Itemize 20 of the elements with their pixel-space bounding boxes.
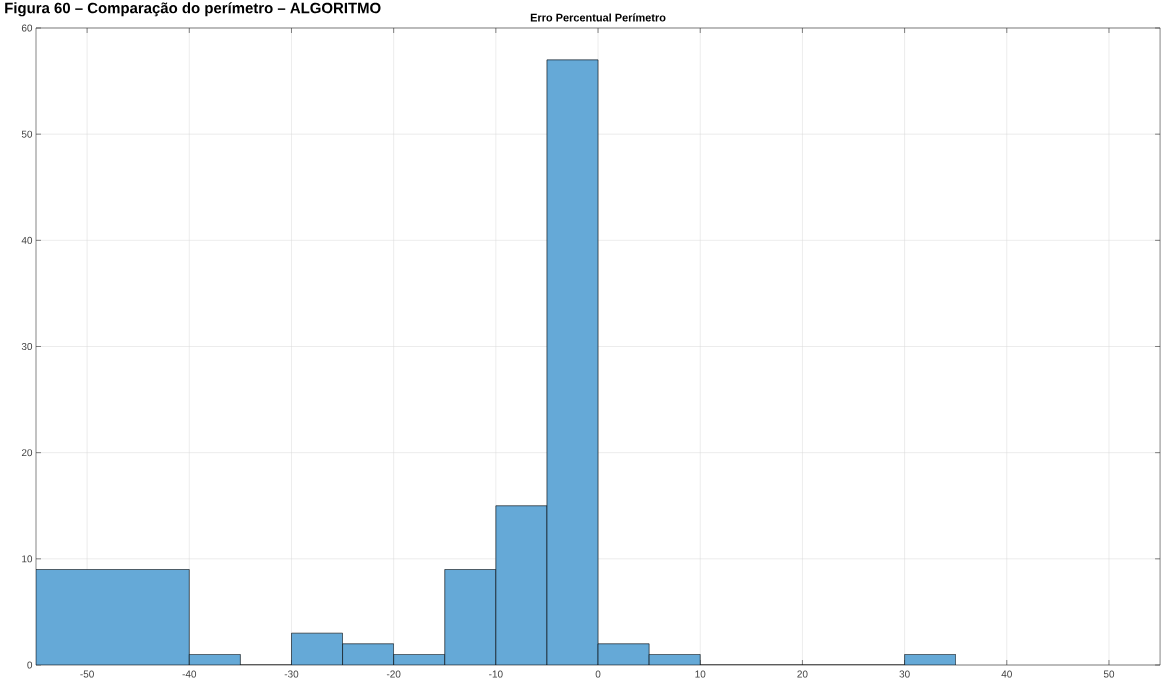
y-tick-label: 60 [21,24,33,32]
x-tick-label: -20 [386,670,401,678]
y-tick-label: 40 [21,236,33,244]
x-tick-label: -10 [489,670,503,678]
x-tick-label: 20 [797,670,808,678]
y-tick-label: 10 [22,555,33,563]
x-tick-label: -30 [284,670,299,678]
x-tick-label: 30 [899,670,910,678]
x-tick-label: 0 [595,670,601,678]
x-tick-label: 10 [695,670,706,678]
y-tick-label: 30 [21,342,33,351]
x-tick-label: 50 [1103,670,1115,678]
chart-title: Figura 60 – Comparação do perímetro – ALGORITMO [5,2,381,17]
y-tick-label: 20 [21,449,33,457]
x-tick-label: -40 [182,670,197,678]
chart-subtitle: Erro Percentual Perímetro [530,13,666,22]
x-tick-label: -50 [80,670,94,678]
y-tick-label: 0 [27,661,33,669]
x-tick-label: 40 [1001,670,1012,678]
y-tick-label: 50 [21,130,33,138]
